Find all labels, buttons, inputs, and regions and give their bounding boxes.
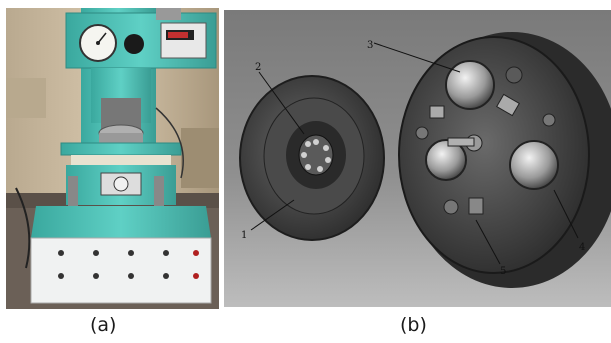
machine-photo-panel: [6, 8, 219, 309]
die-parts-photo: 2 1 3 4 5: [224, 10, 611, 307]
callout-1: 1: [241, 230, 247, 241]
callout-4: 4: [579, 242, 585, 253]
callout-5: 5: [500, 266, 506, 277]
callout-3: 3: [367, 40, 373, 51]
die-parts-photo-panel: 2 1 3 4 5: [224, 10, 611, 307]
testing-machine-photo: [6, 8, 219, 309]
caption-b: (b): [400, 314, 427, 336]
callout-2: 2: [255, 62, 261, 73]
caption-a: (a): [90, 314, 117, 336]
